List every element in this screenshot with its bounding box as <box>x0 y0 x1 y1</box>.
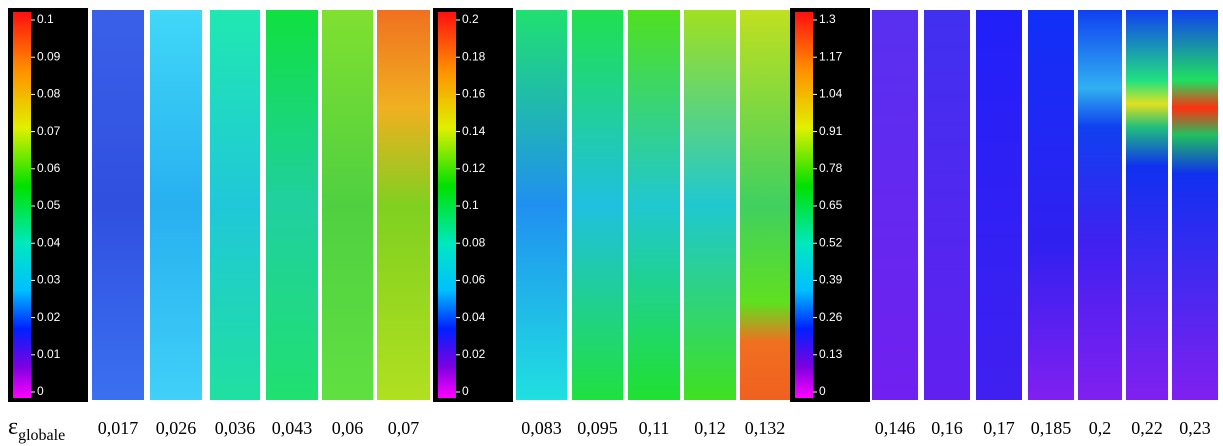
strain-field <box>92 10 144 400</box>
strain-value: 0,16 <box>931 418 963 438</box>
strain-label: εglobale <box>8 414 65 444</box>
colorbar-tick-label: 0.02 <box>462 347 486 361</box>
strain-value: 0,22 <box>1131 418 1163 438</box>
colorbar-tick-label: 0.08 <box>37 87 61 101</box>
colorbar-tick-label: 0.04 <box>462 310 486 324</box>
colorbar-tick-label: 0.2 <box>462 12 479 26</box>
colorbar-tick-label: 0.01 <box>37 347 61 361</box>
strain-field <box>740 10 790 400</box>
strain-value: 0,06 <box>332 418 364 438</box>
colorbar-tick-label: 0.06 <box>37 161 61 175</box>
strain-value: 0,017 <box>98 418 139 438</box>
colorbar-tick-label: 1.04 <box>819 87 843 101</box>
strain-field <box>628 10 680 400</box>
strain-field <box>1172 10 1218 400</box>
colorbar <box>13 12 31 398</box>
colorbar-tick-label: 0.1 <box>462 198 479 212</box>
colorbar-tick-label: 0.13 <box>819 347 843 361</box>
strain-field <box>572 10 623 400</box>
colorbar-tick-label: 0.04 <box>37 235 61 249</box>
colorbar-tick-label: 0.07 <box>37 124 61 138</box>
colorbar-tick-label: 0.39 <box>819 273 843 287</box>
strain-value: 0,17 <box>983 418 1015 438</box>
strain-value: 0,23 <box>1179 418 1211 438</box>
colorbar-tick-label: 0.65 <box>819 198 843 212</box>
strain-value: 0,11 <box>639 418 670 438</box>
colorbar-tick-label: 1.17 <box>819 49 843 63</box>
strain-value: 0,026 <box>156 418 197 438</box>
strain-field <box>266 10 318 400</box>
colorbar-tick-label: 0.09 <box>37 49 61 63</box>
colorbar-tick-label: 0 <box>462 384 469 398</box>
strain-field <box>872 10 918 400</box>
strain-value: 0,146 <box>875 418 916 438</box>
strain-field <box>1126 10 1168 400</box>
colorbar-tick-label: 0.78 <box>819 161 843 175</box>
colorbar-tick-label: 0.14 <box>462 124 486 138</box>
strain-field <box>322 10 373 400</box>
colorbar-tick-label: 0.1 <box>37 12 54 26</box>
strain-value: 0,185 <box>1031 418 1072 438</box>
strain-field <box>1078 10 1122 400</box>
colorbar-tick-label: 0.05 <box>37 198 61 212</box>
colorbar-tick-label: 0.06 <box>462 273 486 287</box>
colorbar-tick-label: 0.91 <box>819 124 843 138</box>
strain-field <box>150 10 202 400</box>
colorbar-tick-label: 0.08 <box>462 235 486 249</box>
colorbar-tick-label: 0.18 <box>462 49 486 63</box>
strain-field <box>1028 10 1074 400</box>
colorbar-tick-label: 0.02 <box>37 310 61 324</box>
colorbar <box>438 12 456 398</box>
strain-field <box>684 10 736 400</box>
colorbar-tick-label: 0.26 <box>819 310 843 324</box>
colorbar-tick-label: 0 <box>819 384 826 398</box>
strain-value: 0,036 <box>215 418 256 438</box>
strain-value: 0,083 <box>521 418 562 438</box>
colorbar <box>795 12 813 398</box>
strain-value: 0,07 <box>388 418 420 438</box>
strain-value: 0,12 <box>694 418 726 438</box>
colorbar-tick-label: 0.16 <box>462 87 486 101</box>
strain-field <box>377 10 430 400</box>
strain-symbol: ε <box>8 414 18 440</box>
strain-field <box>516 10 567 400</box>
strain-subscript: globale <box>18 427 65 444</box>
colorbar-tick-label: 0.03 <box>37 273 61 287</box>
colorbar-tick-label: 0.12 <box>462 161 486 175</box>
strain-value: 0,095 <box>577 418 618 438</box>
colorbar-tick-label: 1.3 <box>819 12 836 26</box>
strain-value: 0,043 <box>272 418 313 438</box>
strain-field <box>976 10 1022 400</box>
strain-value: 0,2 <box>1089 418 1112 438</box>
strain-field <box>210 10 260 400</box>
colorbar-tick-label: 0 <box>37 384 44 398</box>
colorbar-tick-label: 0.52 <box>819 235 843 249</box>
strain-field <box>924 10 970 400</box>
strain-value: 0,132 <box>745 418 786 438</box>
